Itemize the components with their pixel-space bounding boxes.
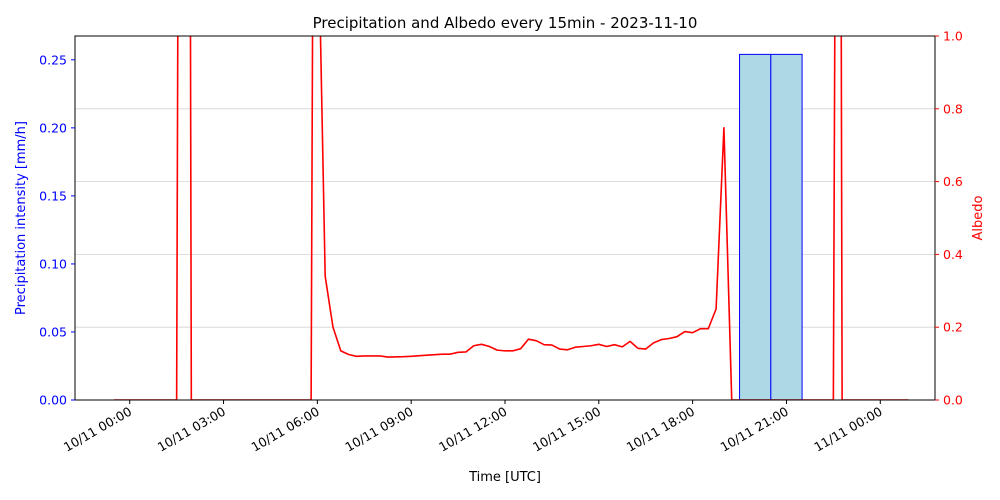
x-axis-title: Time [UTC] bbox=[468, 470, 541, 485]
x-tick-label: 10/11 18:00 bbox=[624, 404, 697, 455]
right-y-tick-label: 0.2 bbox=[943, 320, 963, 335]
left-y-tick-label: 0.10 bbox=[39, 256, 67, 271]
x-tick-label: 11/11 00:00 bbox=[811, 404, 884, 455]
right-y-axis-title: Albedo bbox=[971, 195, 986, 240]
albedo-line bbox=[114, 36, 909, 400]
left-y-tick-label: 0.00 bbox=[39, 393, 67, 408]
precipitation-bar-0 bbox=[739, 53, 772, 400]
right-y-tick-label: 0.6 bbox=[943, 174, 963, 189]
x-tick-label: 10/11 21:00 bbox=[718, 404, 791, 455]
left-y-tick-label: 0.15 bbox=[39, 188, 67, 203]
left-y-tick-label: 0.20 bbox=[39, 120, 67, 135]
x-tick-label: 10/11 06:00 bbox=[249, 404, 322, 455]
right-y-axis: 0.0 0.2 0.4 0.6 0.8 1.0 bbox=[935, 29, 963, 408]
x-tick-label: 10/11 00:00 bbox=[61, 404, 134, 455]
left-y-axis: 0.00 0.05 0.10 0.15 0.20 0.25 bbox=[39, 52, 75, 408]
x-tick-label: 10/11 09:00 bbox=[342, 404, 415, 455]
plot-background bbox=[75, 36, 935, 400]
x-tick-label: 10/11 12:00 bbox=[436, 404, 509, 455]
precipitation-bars bbox=[739, 53, 803, 400]
right-y-tick-label: 0.0 bbox=[943, 393, 963, 408]
right-y-tick-label: 0.4 bbox=[943, 247, 963, 262]
left-y-axis-title: Precipitation intensity [mm/h] bbox=[14, 121, 29, 315]
x-axis: 10/11 00:00 10/11 03:00 10/11 06:00 10/11 0… bbox=[61, 400, 885, 455]
left-y-tick-label: 0.25 bbox=[39, 52, 67, 67]
right-y-tick-label: 1.0 bbox=[943, 29, 963, 44]
x-tick-label: 10/11 03:00 bbox=[155, 404, 228, 455]
x-tick-label: 10/11 15:00 bbox=[530, 404, 603, 455]
albedo-series bbox=[114, 36, 909, 400]
right-y-tick-label: 0.8 bbox=[943, 101, 963, 116]
precipitation-bar-1 bbox=[770, 53, 803, 400]
chart-title: Precipitation and Albedo every 15min - 2… bbox=[313, 14, 698, 32]
left-y-tick-label: 0.05 bbox=[39, 324, 67, 339]
